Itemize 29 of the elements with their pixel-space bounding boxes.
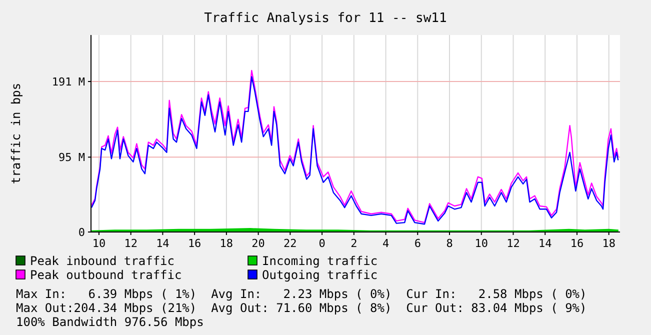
x-tick-label: 20	[252, 237, 265, 250]
x-tick-label: 14	[538, 237, 552, 250]
y-axis-title: traffic in bps	[9, 82, 23, 184]
text: Max In: 6.39 Mbps ( 1%) Avg In: 2.23 Mbps ( 0%) Cur In: 2.58 Mbps ( 0%)	[16, 287, 587, 301]
x-tick-label: 12	[506, 237, 520, 250]
y-tick-label: 95 M	[58, 151, 86, 164]
legend-label: Peak outbound traffic	[30, 268, 182, 282]
chart-title: Traffic Analysis for 11 -- sw11	[204, 11, 447, 26]
x-tick-label: 18	[220, 237, 234, 250]
x-tick-label: 8	[446, 237, 453, 250]
x-tick-label: 0	[318, 237, 326, 250]
x-tick-label: 2	[350, 237, 358, 250]
text: Max Out:204.34 Mbps (21%) Avg Out: 71.60 Mbps ( 8%) Cur Out: 83.04 Mbps ( 9%)	[16, 301, 587, 315]
legend-label: Incoming traffic	[262, 254, 378, 268]
x-tick-label: 4	[382, 237, 390, 250]
x-tick-label: 16	[188, 237, 202, 250]
x-tick-label: 18	[602, 237, 616, 250]
text: 100% Bandwidth 976.56 Mbps	[16, 315, 204, 329]
x-tick-label: 22	[284, 237, 297, 250]
x-tick-label: 10	[92, 237, 106, 250]
x-tick-label: 12	[124, 237, 138, 250]
legend-label: Peak inbound traffic	[30, 254, 174, 268]
y-tick-label: 191 M	[52, 75, 86, 88]
x-tick-label: 6	[414, 237, 421, 250]
x-tick-label: 10	[474, 237, 488, 250]
legend-label: Outgoing traffic	[262, 268, 378, 282]
x-tick-label: 16	[570, 237, 584, 250]
x-tick-label: 14	[156, 237, 170, 250]
y-tick-label: 0	[78, 226, 85, 239]
